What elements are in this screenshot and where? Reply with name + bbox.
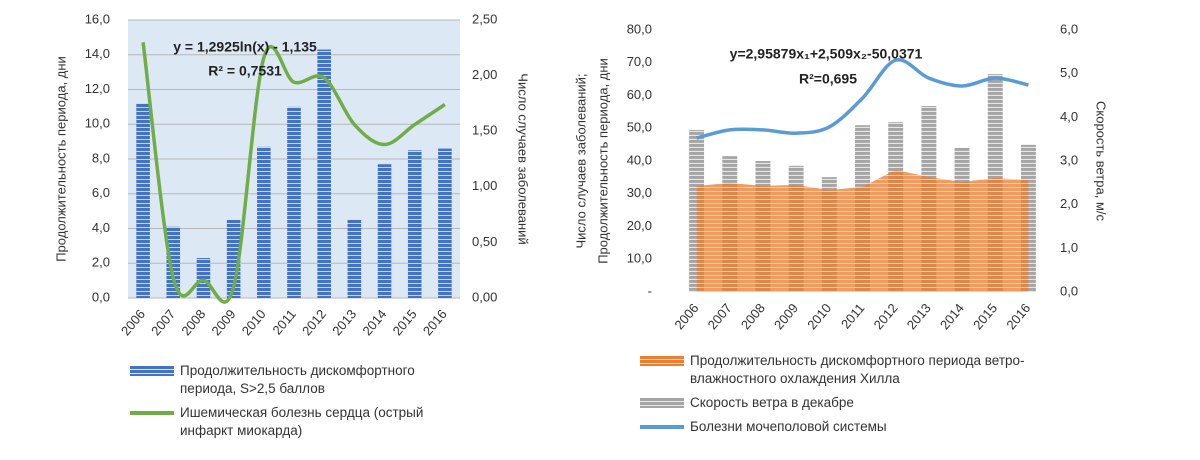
bar — [136, 103, 150, 299]
y2-tick-label: 2,50 — [472, 11, 497, 26]
x-tick-label: 2007 — [705, 300, 735, 332]
x-tick-label: 2016 — [1003, 300, 1033, 332]
y-tick-label: 6,0 — [92, 185, 110, 200]
y-tick-label: 16,0 — [85, 11, 110, 26]
y-tick-label: 40,0 — [627, 152, 652, 167]
x-tick-label: 2011 — [269, 306, 298, 337]
x-tick-label: 2011 — [838, 300, 867, 331]
y2-tick-label: 0,50 — [472, 234, 497, 249]
y-tick-label: 20,0 — [627, 218, 652, 233]
x-tick-label: 2010 — [804, 300, 834, 332]
y2-tick-label: 3,0 — [1060, 152, 1078, 167]
x-tick-label: 2015 — [390, 306, 420, 338]
x-tick-label: 2015 — [970, 300, 1000, 332]
y2-axis-title: Скорость ветра, м/с — [1094, 101, 1109, 221]
legend-swatch — [130, 362, 174, 380]
legend-swatch — [640, 352, 684, 370]
x-tick-label: 2016 — [420, 306, 450, 338]
legend-label: Болезни мочеполовой системы — [690, 419, 887, 434]
x-tick-label: 2012 — [871, 300, 901, 332]
y-tick-label: 12,0 — [85, 81, 110, 96]
bar — [317, 49, 331, 298]
bar — [166, 226, 181, 298]
legend-item: Продолжительность дискомфортного периода… — [130, 362, 440, 398]
legend-swatch — [640, 394, 684, 412]
y-tick-label: 2,0 — [92, 255, 110, 270]
x-tick-label: 2009 — [771, 300, 801, 332]
x-tick-label: 2008 — [738, 300, 768, 332]
x-tick-label: 2010 — [239, 306, 269, 338]
x-tick-label: 2013 — [904, 300, 934, 332]
y-tick-label: 70,0 — [627, 54, 652, 69]
bar — [438, 148, 452, 298]
y2-tick-label: 1,0 — [1060, 240, 1078, 255]
y2-tick-label: 0,00 — [472, 289, 497, 304]
legend-item: Ишемическая болезнь сердца (острый инфар… — [130, 404, 440, 440]
legend-swatch-fill — [640, 356, 684, 366]
y2-tick-label: 1,00 — [472, 178, 497, 193]
y2-tick-label: 1,50 — [472, 123, 497, 138]
y2-tick-label: 2,0 — [1060, 196, 1078, 211]
x-tick-label: 2008 — [178, 306, 208, 338]
bar — [347, 219, 362, 298]
x-tick-label: 2012 — [299, 306, 329, 338]
x-tick-label: 2013 — [329, 306, 359, 338]
legend-label: Продолжительность дискомфортного периода… — [690, 353, 1025, 386]
y-tick-label: 30,0 — [627, 185, 652, 200]
y-tick-label: 50,0 — [627, 120, 652, 135]
y2-tick-label: 6,0 — [1060, 21, 1078, 36]
y-tick-label: 10,0 — [627, 251, 652, 266]
y-axis-title: Число случаев заболеваний; — [573, 73, 588, 248]
y-tick-label: 10,0 — [85, 116, 110, 131]
bar — [257, 146, 271, 298]
y2-tick-label: 5,0 — [1060, 65, 1078, 80]
y-tick-label: 14,0 — [85, 46, 110, 61]
y-axis-title: Продолжительность периода, дни — [595, 58, 610, 264]
legend-item: Скорость ветра в декабре — [640, 394, 1040, 412]
legend: Продолжительность дискомфортного периода… — [640, 352, 1040, 442]
legend-swatch — [640, 418, 684, 436]
y-tick-label: 4,0 — [92, 220, 110, 235]
annotation: y=2,95879x₁+2,509x₂-50,0371 — [730, 46, 923, 62]
legend-swatch-fill — [130, 366, 174, 376]
y-tick-label: 60,0 — [627, 87, 652, 102]
bar — [407, 150, 422, 298]
line — [696, 58, 1029, 140]
x-tick-label: 2014 — [359, 306, 389, 338]
y2-tick-label: 0,0 — [1060, 283, 1078, 298]
legend-item: Продолжительность дискомфортного периода… — [640, 352, 1040, 388]
x-tick-label: 2006 — [118, 306, 148, 338]
y-tick-label: 8,0 — [92, 150, 110, 165]
annotation: y = 1,2925ln(x) - 1,135 — [173, 39, 317, 55]
bar — [377, 164, 392, 298]
x-tick-label: 2014 — [937, 300, 967, 332]
bar — [196, 258, 211, 298]
x-tick-label: 2006 — [671, 300, 701, 332]
line — [141, 42, 446, 304]
legend-swatch-fill — [640, 398, 684, 408]
y2-axis-title: Число случаев заболеваний — [516, 73, 531, 244]
legend-swatch — [130, 404, 174, 422]
legend-label: Продолжительность дискомфортного периода… — [180, 363, 415, 396]
annotation: R² = 0,7531 — [208, 63, 282, 79]
legend: Продолжительность дискомфортного периода… — [130, 362, 440, 446]
y2-tick-label: 2,00 — [472, 67, 497, 82]
x-tick-label: 2007 — [148, 306, 178, 338]
legend-item: Болезни мочеполовой системы — [640, 418, 1040, 436]
y-axis-title: Продолжительность периода, дни — [53, 56, 68, 262]
annotation: R²=0,695 — [799, 71, 857, 87]
legend-label: Скорость ветра в декабре — [690, 395, 854, 410]
legend-label: Ишемическая болезнь сердца (острый инфар… — [180, 405, 424, 438]
bar — [287, 106, 301, 298]
x-tick-label: 2009 — [208, 306, 238, 338]
y2-tick-label: 4,0 — [1060, 109, 1078, 124]
y-tick-label: 0,0 — [92, 289, 110, 304]
y-tick-label: - — [648, 283, 652, 298]
area — [696, 169, 1029, 292]
y-tick-label: 80,0 — [627, 21, 652, 36]
